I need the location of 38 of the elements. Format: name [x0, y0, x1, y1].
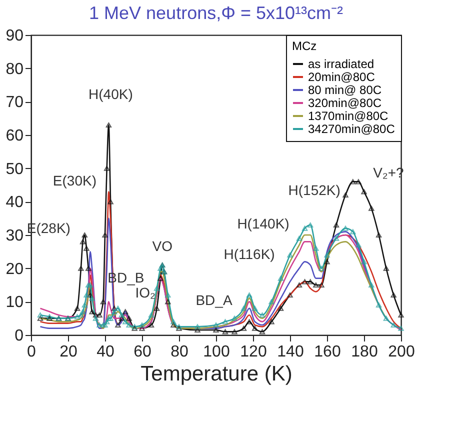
x-tick-label: 200: [388, 344, 415, 360]
annotation: H(152K): [288, 182, 340, 198]
annotation: VO: [152, 238, 173, 254]
legend-label: as irradiated: [308, 57, 374, 71]
x-tick-label: 160: [314, 344, 341, 360]
x-tick-label: 60: [134, 344, 152, 360]
x-tick-label: 80: [170, 344, 188, 360]
legend-label: 20min@80C: [308, 70, 376, 84]
x-tick-label: 180: [351, 344, 378, 360]
legend-label: 80 min@ 80C: [308, 83, 382, 97]
legend-label: 320min@80C: [308, 96, 382, 110]
y-tick-label: 20: [6, 260, 24, 278]
legend-label: 1370min@80C: [308, 109, 389, 123]
y-tick-label: 50: [6, 160, 24, 178]
x-tick-label: 40: [96, 344, 114, 360]
legend-title: MCz: [292, 39, 317, 53]
x-tick-label: 140: [277, 344, 304, 360]
annotation: H(40K): [88, 86, 133, 102]
annotation: H(116K): [224, 246, 275, 262]
y-tick-label: 90: [6, 28, 24, 44]
x-tick-label: 120: [240, 344, 267, 360]
y-tick-label: 0: [14, 328, 24, 344]
chart-title: 1 MeV neutrons,Φ = 5x10¹³cm⁻²: [89, 3, 343, 23]
y-tick-label: 70: [6, 94, 24, 112]
annotation: BD_A: [196, 292, 233, 308]
annotation: E(30K): [52, 172, 96, 189]
x-tick-label: 0: [27, 344, 36, 360]
legend-label: 34270min@80C: [308, 122, 396, 136]
x-axis-title: Temperature (K): [140, 362, 292, 386]
x-tick-label: 100: [203, 344, 230, 360]
y-tick-label: 80: [6, 60, 24, 78]
y-tick-label: 10: [6, 294, 24, 312]
annotation: IO₂: [135, 284, 156, 301]
x-tick-label: 20: [60, 344, 78, 360]
y-tick-label: 60: [6, 128, 24, 144]
y-tick-label: 40: [6, 194, 24, 212]
annotation: H(140K): [237, 215, 290, 232]
y-tick-label: 30: [6, 228, 24, 244]
